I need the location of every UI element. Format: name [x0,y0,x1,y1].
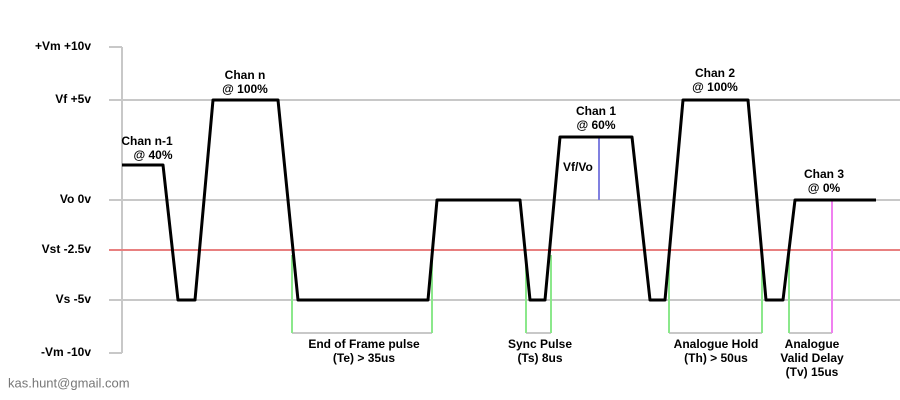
footer-email: kas.hunt@gmail.com [8,375,130,390]
pulse-label: (Tv) 15us [786,365,839,379]
channel-level: @ 0% [808,181,841,195]
pulse-label: Valid Delay [780,351,844,365]
channel-name: Chan n [225,68,266,82]
axis-label: Vf +5v [55,92,91,106]
axis-label: Vst -2.5v [42,242,92,256]
axis-label: Vs -5v [56,292,92,306]
axis-label: +Vm +10v [35,39,91,53]
pulse-label: Analogue Hold [674,337,759,351]
channel-name: Chan 2 [695,66,735,80]
pulse-label: (Ts) 8us [517,351,562,365]
timing-markers [291,255,790,333]
waveform [122,98,876,302]
channel-level: @ 40% [133,148,172,162]
channel-level: @ 100% [692,80,738,94]
pulse-label: Sync Pulse [508,337,572,351]
axis-label: Vo 0v [60,192,91,206]
pulse-label: End of Frame pulse [308,337,420,351]
pulse-label: (Th) > 50us [684,351,748,365]
pulse-label: (Te) > 35us [333,351,395,365]
channel-name: Chan 3 [804,167,844,181]
channel-level: @ 60% [576,118,615,132]
axis-label: -Vm -10v [41,345,91,359]
ratio-label: Vf/Vo [563,160,593,174]
channel-name: Chan 1 [576,104,616,118]
pulse-label: Analogue [785,337,840,351]
channel-level: @ 100% [222,82,268,96]
channel-name: Chan n-1 [121,134,173,148]
